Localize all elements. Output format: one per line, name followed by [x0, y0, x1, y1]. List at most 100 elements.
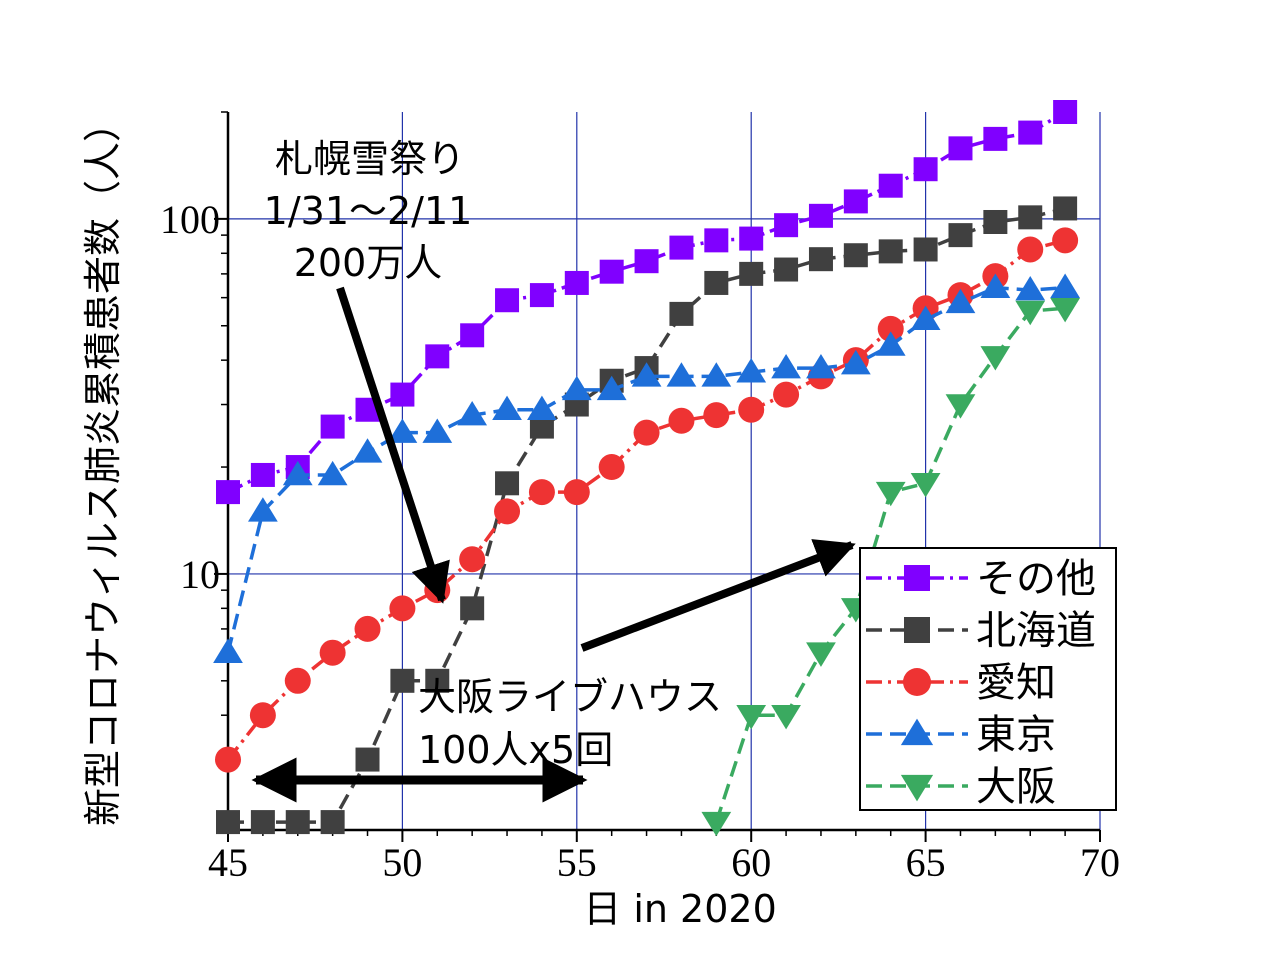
data-point [1018, 120, 1043, 145]
data-point [774, 213, 799, 238]
data-point [910, 473, 941, 498]
annotation-sapporo: 札幌雪祭り 1/31～2/11 200万人 [264, 137, 473, 604]
annotation-sapporo-line2: 1/31～2/11 [264, 189, 473, 233]
data-point [739, 226, 764, 251]
data-point [459, 546, 486, 573]
data-point [843, 189, 868, 214]
data-point [631, 362, 662, 387]
data-point [878, 173, 903, 198]
data-point [319, 639, 346, 666]
data-point [669, 301, 694, 326]
legend-box [859, 547, 1117, 811]
data-point [495, 471, 520, 496]
data-point [599, 259, 624, 284]
data-point [598, 454, 625, 481]
series-3 [213, 273, 1080, 663]
data-point [460, 596, 485, 621]
data-point [669, 235, 694, 260]
data-point [633, 419, 660, 446]
data-point [913, 237, 938, 262]
data-point [774, 257, 799, 282]
data-point [389, 595, 416, 622]
data-point [910, 305, 941, 330]
data-point [983, 126, 1008, 151]
data-point [773, 381, 800, 408]
data-point [980, 273, 1011, 298]
annotation-sapporo-arrow [336, 286, 450, 604]
x-tick-label-65: 65 [906, 840, 946, 885]
data-point [840, 349, 871, 375]
data-point [1018, 205, 1043, 230]
data-point [422, 418, 453, 443]
annotation-sapporo-line3: 200万人 [294, 241, 443, 285]
data-point [771, 353, 801, 379]
data-point [352, 438, 383, 463]
x-axis-title: 日 in 2020 [583, 887, 777, 931]
data-point [771, 704, 801, 730]
annotation-osaka-line2: 100人x5回 [418, 728, 613, 772]
data-point [284, 667, 311, 694]
annotation-osaka-line1: 大阪ライブハウス [418, 675, 722, 719]
data-point [492, 395, 522, 421]
data-point [738, 396, 765, 423]
data-point [736, 358, 767, 383]
data-point [808, 247, 833, 272]
legend-marker [904, 617, 930, 643]
data-point [216, 810, 240, 835]
legend-item-1: 北海道 [866, 608, 1096, 654]
data-point [390, 382, 415, 407]
data-point [249, 702, 276, 729]
legend-item-3: 東京 [866, 712, 1056, 758]
data-point [355, 747, 380, 772]
data-point [215, 746, 241, 773]
data-point [317, 460, 348, 486]
data-point [1050, 298, 1080, 323]
data-point [666, 362, 697, 387]
x-tick-label-55: 55 [557, 840, 597, 885]
data-point [282, 460, 313, 486]
data-point [1017, 236, 1044, 263]
legend-label: 大阪 [976, 764, 1056, 810]
data-point [250, 462, 275, 487]
data-point [1052, 227, 1079, 254]
data-point [460, 323, 485, 348]
legend-label: 愛知 [976, 660, 1056, 706]
series-0 [216, 100, 1078, 505]
data-point [390, 668, 415, 693]
data-point [806, 353, 836, 379]
data-point [736, 704, 767, 730]
legend-marker [900, 718, 934, 746]
legend-item-2: 愛知 [866, 660, 1056, 706]
data-point [1015, 300, 1046, 326]
data-point [495, 288, 520, 313]
legend-label: その他 [976, 556, 1096, 602]
data-point [285, 810, 310, 835]
data-point [704, 270, 729, 295]
legend-marker [904, 565, 930, 591]
data-point [596, 375, 627, 401]
data-point [563, 479, 590, 506]
data-point [528, 479, 555, 506]
data-point [1053, 196, 1078, 221]
data-point [425, 344, 450, 369]
y-axis-title: 新型コロナウィルス肺炎累積患者数（人） [81, 104, 125, 826]
data-point [494, 498, 521, 525]
data-point [527, 395, 557, 421]
data-point [457, 401, 488, 426]
legend-item-0: その他 [866, 556, 1096, 602]
data-point [808, 203, 833, 228]
y-tick-label-100: 100 [160, 197, 220, 242]
x-tick-label-45: 45 [208, 840, 248, 885]
x-tick-label-60: 60 [731, 840, 771, 885]
data-point [875, 481, 906, 507]
legend-marker [903, 668, 931, 696]
data-point [320, 414, 345, 439]
data-point [320, 810, 345, 835]
data-point [1050, 273, 1080, 298]
data-point [248, 497, 278, 522]
y-tick-label-10: 10 [180, 552, 220, 597]
data-point [806, 642, 836, 667]
data-point [948, 223, 973, 248]
